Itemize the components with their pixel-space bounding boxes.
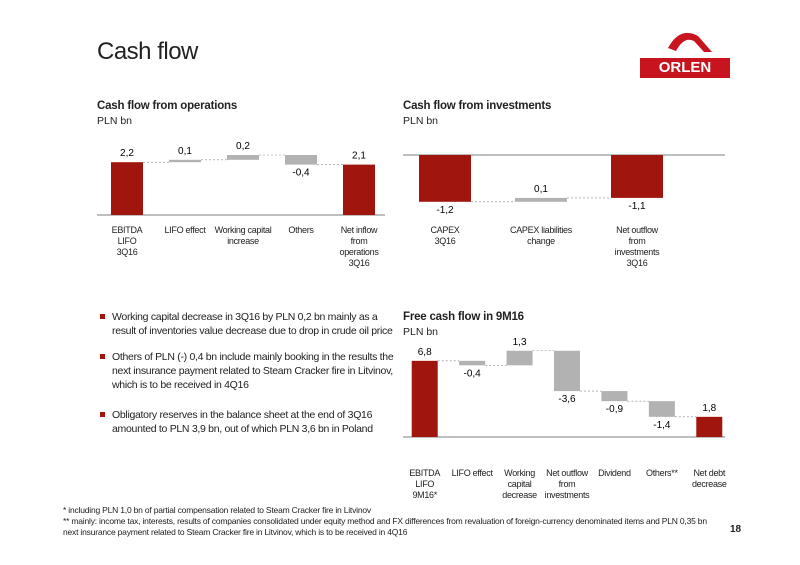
- value-label: 0,1: [534, 184, 548, 195]
- bar: [506, 350, 533, 366]
- category-label: LIFO effect: [451, 468, 493, 478]
- value-label: 2,2: [120, 148, 134, 159]
- category-label: Working capital increase: [214, 225, 272, 246]
- value-label: 0,1: [178, 146, 192, 157]
- logo-mark: [668, 32, 712, 52]
- footnote: * including PLN 1,0 bn of partial compen…: [63, 505, 371, 515]
- logo: ORLEN: [640, 58, 730, 78]
- value-label: -1,4: [653, 420, 671, 431]
- value-label: 2,1: [352, 151, 366, 162]
- value-label: -0,4: [464, 368, 482, 379]
- bar: [515, 197, 567, 202]
- category-label: LIFO effect: [164, 225, 206, 235]
- value-label: 6,8: [418, 347, 432, 358]
- bar: [285, 155, 317, 165]
- bar: [169, 159, 201, 163]
- bar: [459, 360, 486, 366]
- bar: [227, 155, 259, 160]
- chart-title: Free cash flow in 9M16: [403, 311, 524, 323]
- chart-title: Cash flow from investments: [403, 100, 552, 112]
- value-label: 1,3: [513, 337, 527, 348]
- value-label: -0,9: [606, 404, 624, 415]
- category-label: Net inflow from operations 3Q16: [339, 225, 379, 268]
- bar: [419, 155, 471, 202]
- category-label: Dividend: [598, 468, 631, 478]
- bar: [411, 360, 438, 437]
- category-label: EBITDA LIFO 9M16*: [409, 468, 441, 500]
- chart-title: Cash flow from operations: [97, 100, 238, 112]
- category-label: Others: [288, 225, 314, 235]
- chart-subtitle: PLN bn: [403, 326, 439, 338]
- bar: [611, 155, 663, 198]
- bar: [696, 416, 723, 437]
- bar: [601, 391, 628, 402]
- category-label: Working capital decrease: [502, 468, 537, 500]
- category-label: CAPEX 3Q16: [430, 225, 460, 246]
- bar: [343, 164, 375, 215]
- value-label: 0,2: [236, 141, 250, 152]
- category-label: EBITDA LIFO 3Q16: [111, 225, 143, 257]
- page-number: 18: [730, 524, 742, 535]
- value-label: -3,6: [558, 394, 576, 405]
- value-label: -1,2: [436, 205, 454, 216]
- category-label: Net debt decrease: [691, 468, 727, 489]
- bar: [554, 350, 580, 392]
- footnote: ** mainly: income tax, interests, result…: [63, 516, 707, 537]
- chart-subtitle: PLN bn: [97, 115, 133, 127]
- bar: [111, 162, 143, 215]
- value-label: 1,8: [702, 403, 716, 414]
- category-label: Net outflow from investments: [544, 468, 590, 500]
- bullet: Obligatory reserves in the balance sheet…: [100, 408, 397, 436]
- slide-title: Cash flow: [97, 38, 198, 65]
- chart-subtitle: PLN bn: [403, 115, 439, 127]
- value-label: -0,4: [292, 168, 310, 179]
- category-label: CAPEX liabilities change: [510, 225, 572, 246]
- bar: [648, 401, 675, 417]
- bullet: Others of PLN (-) 0,4 bn include mainly …: [100, 350, 397, 392]
- category-label: Others**: [646, 468, 678, 478]
- category-label: Net outflow from investments 3Q16: [614, 225, 660, 268]
- bullet: Working capital decrease in 3Q16 by PLN …: [100, 310, 397, 338]
- value-label: -1,1: [628, 201, 646, 212]
